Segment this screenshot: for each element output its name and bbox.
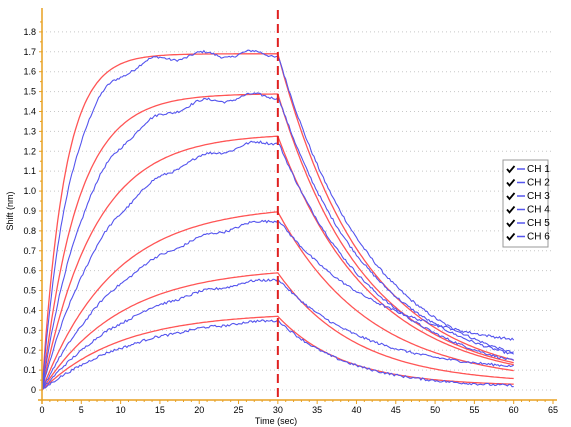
x-tick-label: 10 (116, 405, 126, 415)
y-tick-label: 1.5 (23, 87, 36, 97)
x-tick-label: 45 (391, 405, 401, 415)
x-tick-label: 25 (234, 405, 244, 415)
y-tick-label: 0 (31, 385, 36, 395)
legend-label: CH 5 (527, 218, 550, 229)
legend: CH 1 CH 2 CH 3 CH 4 CH 5 CH 6 (502, 159, 550, 248)
fit-curve (41, 315, 514, 391)
y-axis-title: Shift (nm) (5, 191, 15, 230)
x-tick-label: 15 (155, 405, 165, 415)
y-tick-label: 0.5 (23, 286, 36, 296)
x-tick-label: 60 (509, 405, 519, 415)
y-tick-label: 1.0 (23, 186, 36, 196)
y-tick-label: 0.9 (23, 206, 36, 216)
check-icon[interactable] (506, 205, 516, 214)
y-tick-label: 1.4 (23, 106, 36, 116)
grid-lines (42, 31, 553, 391)
legend-item[interactable]: CH 2 (506, 178, 550, 189)
y-tick-label: 0.6 (23, 266, 36, 276)
x-tick-label: 20 (194, 405, 204, 415)
legend-box (502, 159, 549, 248)
legend-label: CH 1 (527, 164, 550, 175)
y-tick-label: 0.1 (23, 365, 36, 375)
check-icon[interactable] (506, 178, 516, 187)
legend-label: CH 6 (527, 232, 550, 243)
legend-item[interactable]: CH 5 (506, 218, 550, 229)
y-tick-label: 0.8 (23, 226, 36, 236)
x-tick-label: 30 (273, 405, 283, 415)
y-tick-label: 1.2 (23, 146, 36, 156)
x-tick-label: 35 (312, 405, 322, 415)
legend-item[interactable]: CH 4 (506, 205, 550, 216)
y-tick-label: 1.3 (23, 126, 36, 136)
check-icon[interactable] (506, 219, 516, 228)
x-tick-label: 65 (548, 405, 558, 415)
legend-item[interactable]: CH 3 (506, 191, 550, 202)
check-icon[interactable] (506, 165, 516, 174)
y-tick-label: 0.4 (23, 305, 36, 315)
y-tick-label: 0.3 (23, 325, 36, 335)
legend-label: CH 2 (527, 178, 550, 189)
x-tick-label: 50 (430, 405, 440, 415)
legend-label: CH 3 (527, 191, 550, 202)
check-icon[interactable] (506, 192, 516, 201)
legend-label: CH 4 (527, 205, 550, 216)
x-tick-label: 55 (469, 405, 479, 415)
axes: 0 0.1 0.2 0.3 0.4 0.5 0.6 0.7 0.8 0.9 1.0 1.1 1.2 1.3… (23, 8, 558, 415)
y-tick-label: 0.7 (23, 246, 36, 256)
x-tick-label: 40 (351, 405, 361, 415)
y-tick-label: 1.8 (23, 27, 36, 37)
y-tick-label: 1.7 (23, 47, 36, 57)
fit-curve (41, 272, 514, 391)
legend-item[interactable]: CH 6 (506, 232, 550, 243)
y-tick-label: 1.6 (23, 67, 36, 77)
y-tick-label: 1.1 (23, 166, 36, 176)
x-tick-label: 0 (39, 405, 44, 415)
x-tick-label: 5 (79, 405, 84, 415)
y-tick-label: 0.2 (23, 345, 36, 355)
legend-item[interactable]: CH 1 (506, 164, 550, 175)
check-icon[interactable] (506, 232, 516, 241)
x-axis-title: Time (sec) (255, 416, 297, 426)
